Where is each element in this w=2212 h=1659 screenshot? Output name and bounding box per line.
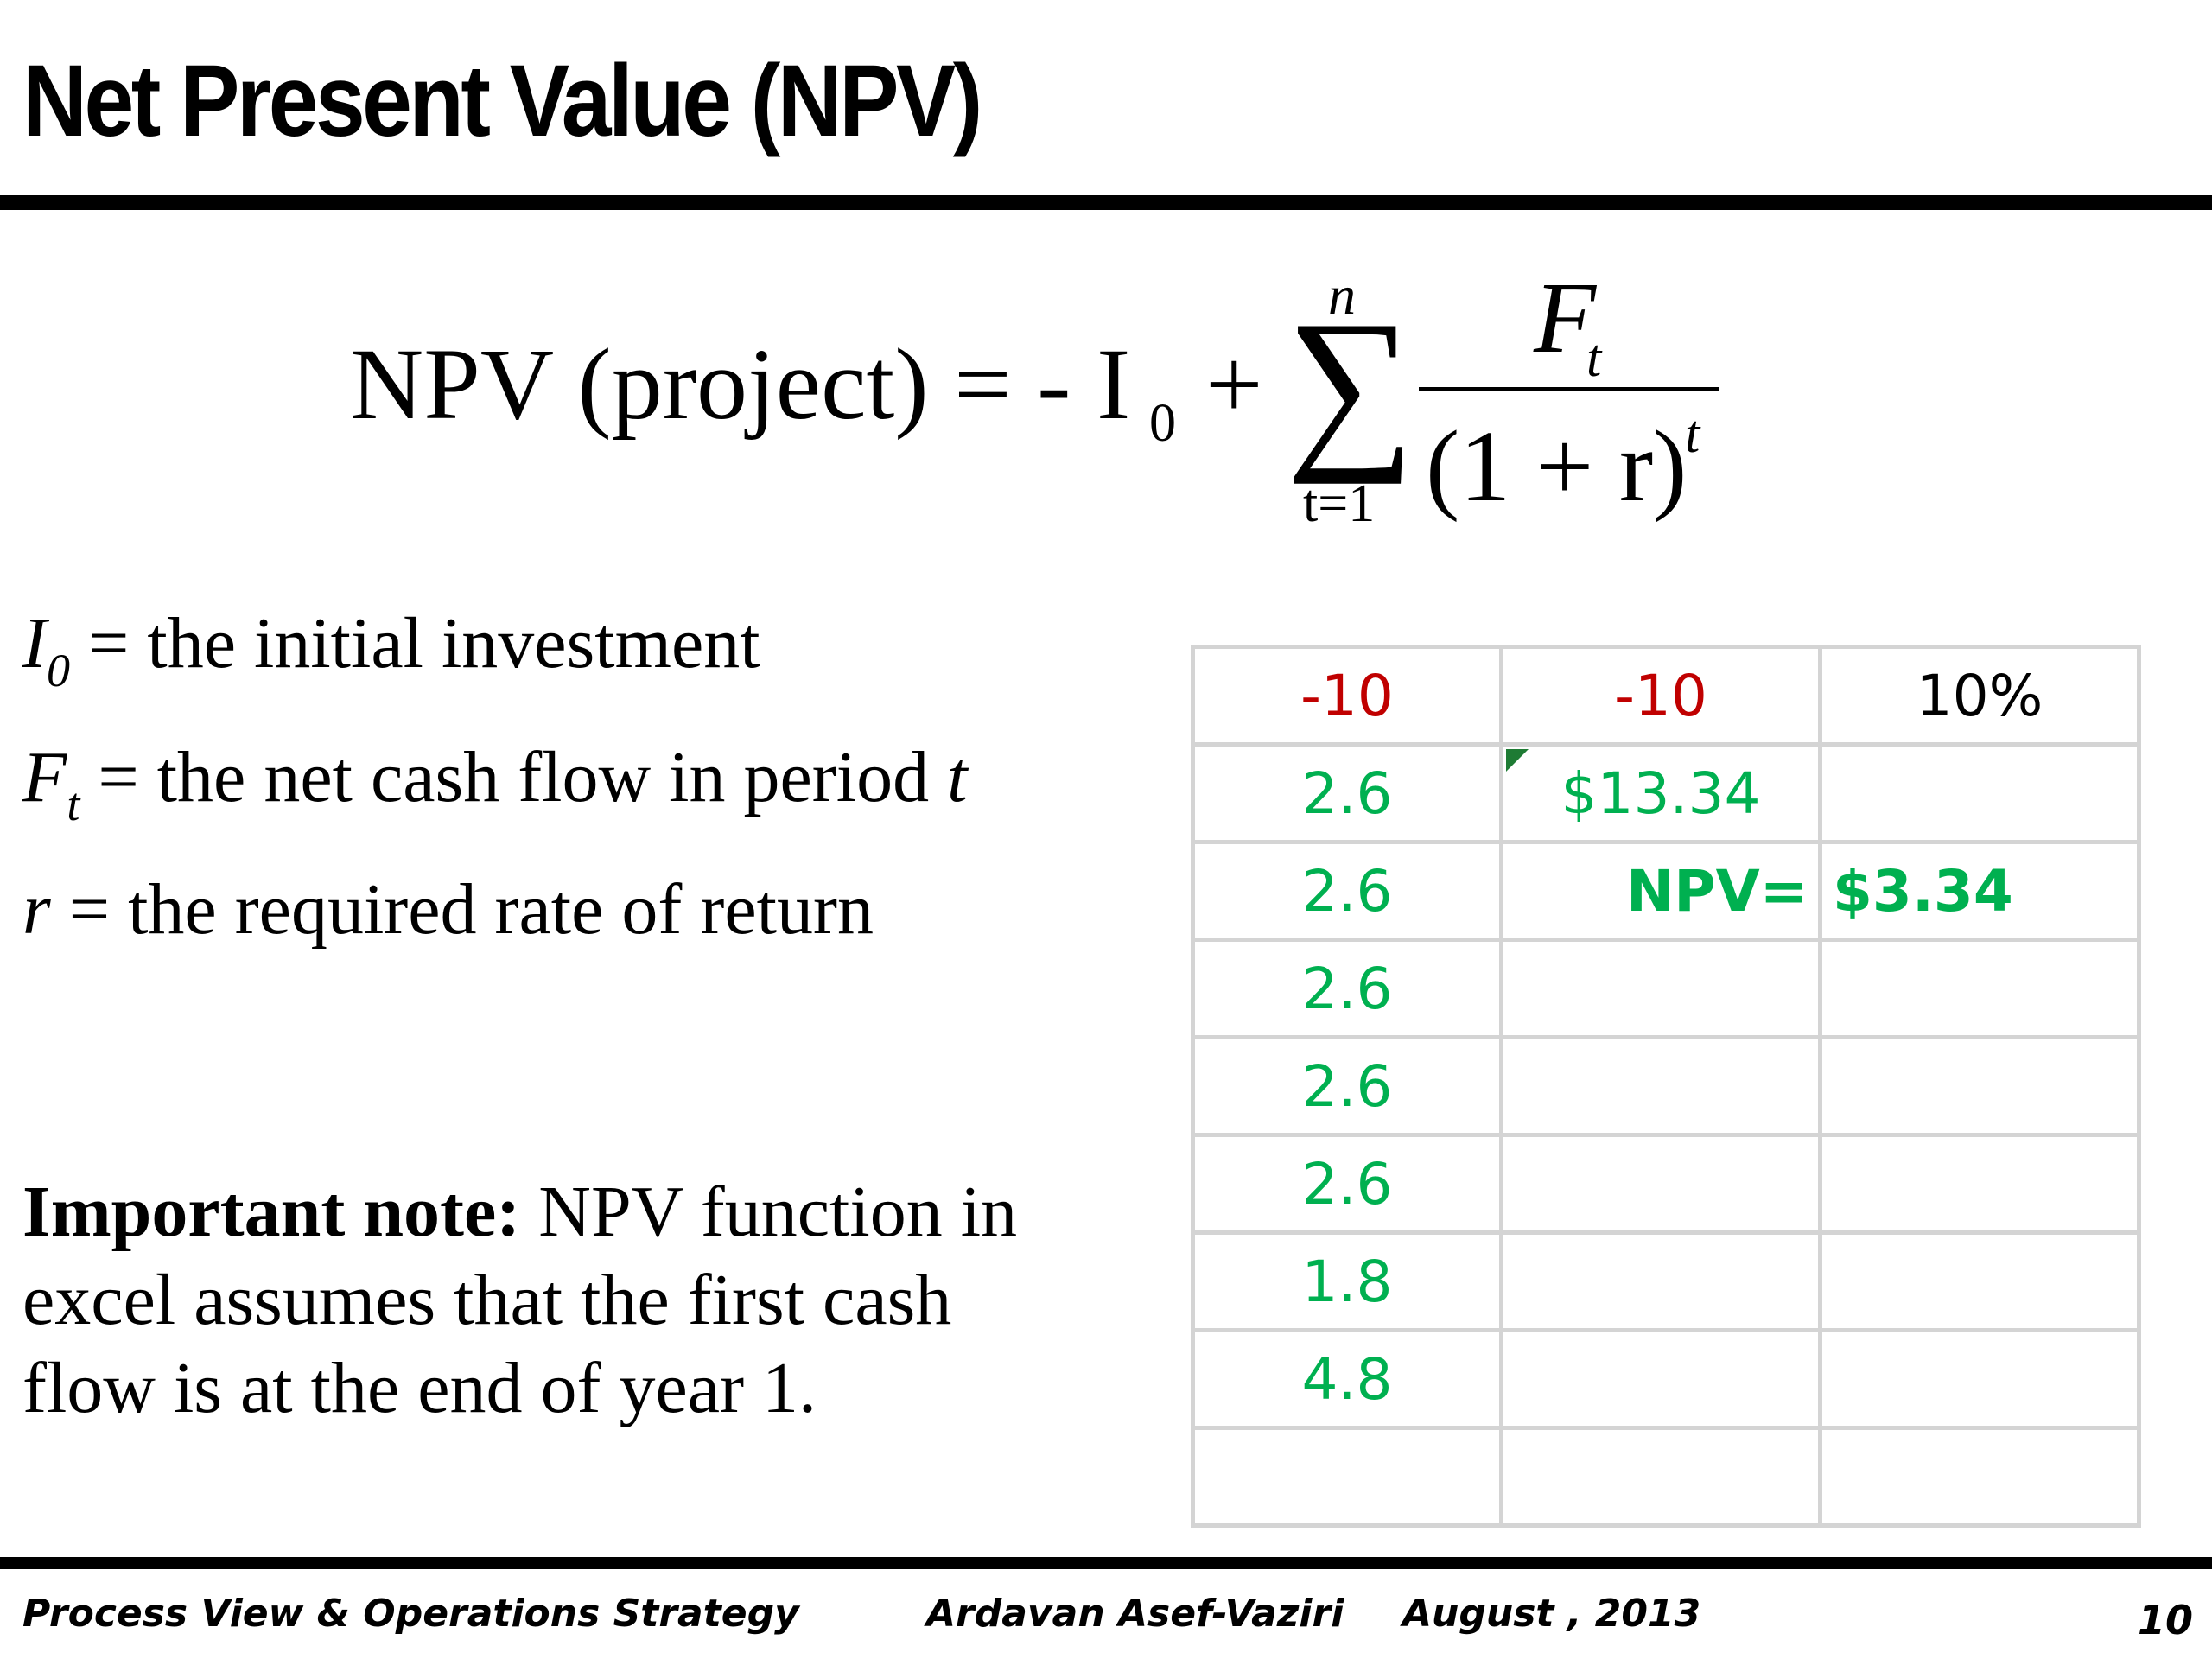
bottom-rule [0,1557,2212,1569]
definition-symbol: r [22,869,51,950]
cell-c8[interactable] [1818,1328,2141,1430]
npv-value-cell[interactable]: $3.34 [1818,840,2141,942]
cell-b2[interactable]: $13.34 [1499,742,1822,844]
page-number: 10 [2138,1597,2194,1643]
formula-plus: + [1205,327,1263,441]
important-note: Important note: NPV function in excel as… [22,1168,1059,1433]
definition-text: = the initial investment [69,603,760,683]
table-row: 2.6 [1191,938,2141,1039]
definition-subscript: t [67,779,80,830]
note-text: NPV function in excel assumes that the f… [22,1172,1018,1428]
formula-subscript-0: 0 [1149,394,1176,453]
formula-numerator-subscript: t [1586,329,1602,388]
formula-numerator: F [1534,261,1597,374]
cell-b5[interactable] [1499,1035,1822,1137]
table-row: 1.8 [1191,1230,2141,1332]
note-label: Important note: [22,1172,521,1252]
cell-a4[interactable]: 2.6 [1191,938,1503,1039]
sigma-symbol: ∑ [1286,284,1415,485]
definition-initial-investment: I0 = the initial investment [22,601,760,696]
cell-c7[interactable] [1818,1230,2141,1332]
slide-title: Net Present Value (NPV) [22,44,982,158]
cell-a2[interactable]: 2.6 [1191,742,1503,844]
cell-c4[interactable] [1818,938,2141,1039]
error-indicator-icon [1506,749,1529,772]
cell-a1[interactable]: -10 [1191,645,1503,747]
definition-required-rate: r = the required rate of return [22,867,874,953]
table-row [1191,1426,2141,1528]
sum-lower-limit: t=1 [1303,474,1376,533]
footer-course: Process View & Operations Strategy [22,1592,799,1636]
definition-subscript: 0 [46,645,70,696]
table-row: 2.6 $13.34 [1191,742,2141,844]
table-row: 2.6 [1191,1035,2141,1137]
cell-c2[interactable] [1818,742,2141,844]
cell-b6[interactable] [1499,1133,1822,1235]
cell-a5[interactable]: 2.6 [1191,1035,1503,1137]
footer-author: Ardavan Asef-Vaziri [926,1592,1344,1636]
spreadsheet-grid: -10 -10 10% 2.6 $13.34 2.6 NPV= $3.34 2.… [1191,645,2141,1528]
cell-c5[interactable] [1818,1035,2141,1137]
table-row: -10 -10 10% [1191,645,2141,747]
cell-c9[interactable] [1818,1426,2141,1528]
cell-a3[interactable]: 2.6 [1191,840,1503,942]
definition-text: = the net cash flow in period [79,737,948,817]
table-row: 4.8 [1191,1328,2141,1430]
definition-symbol: I [22,603,47,683]
footer-date: August , 2013 [1402,1592,1701,1636]
sum-upper-limit: n [1328,264,1356,326]
top-rule [0,195,2212,210]
table-row: 2.6 NPV= $3.34 [1191,840,2141,942]
formula-lhs: NPV (project) = - I [350,327,1131,441]
definition-net-cash-flow: Ft = the net cash flow in period t [22,734,968,830]
formula-denominator: (1 + r) [1426,410,1688,523]
cell-c6[interactable] [1818,1133,2141,1235]
table-row: 2.6 [1191,1133,2141,1235]
cell-a9[interactable] [1191,1426,1503,1528]
definition-text: = the required rate of return [50,869,874,950]
cell-b1[interactable]: -10 [1499,645,1822,747]
cell-b7[interactable] [1499,1230,1822,1332]
definition-tail: t [947,737,968,817]
cell-b4[interactable] [1499,938,1822,1039]
fraction-bar [1419,387,1719,391]
cell-b9[interactable] [1499,1426,1822,1528]
cell-a8[interactable]: 4.8 [1191,1328,1503,1430]
npv-label-cell[interactable]: NPV= [1499,840,1822,942]
cell-a6[interactable]: 2.6 [1191,1133,1503,1235]
formula-denominator-exponent: t [1685,405,1700,464]
npv-formula: NPV (project) = - I 0 + ∑ n t=1 F t (1 +… [0,0,2212,570]
definition-symbol: F [22,737,67,817]
cell-a7[interactable]: 1.8 [1191,1230,1503,1332]
cell-b8[interactable] [1499,1328,1822,1430]
cell-c1[interactable]: 10% [1818,645,2141,747]
pv-value: $13.34 [1560,760,1761,827]
